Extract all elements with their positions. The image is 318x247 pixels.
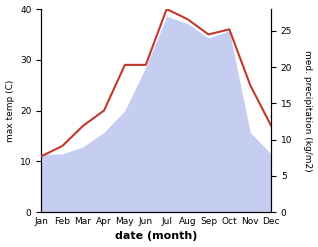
Y-axis label: med. precipitation (kg/m2): med. precipitation (kg/m2) xyxy=(303,50,313,171)
X-axis label: date (month): date (month) xyxy=(115,231,197,242)
Y-axis label: max temp (C): max temp (C) xyxy=(5,79,15,142)
